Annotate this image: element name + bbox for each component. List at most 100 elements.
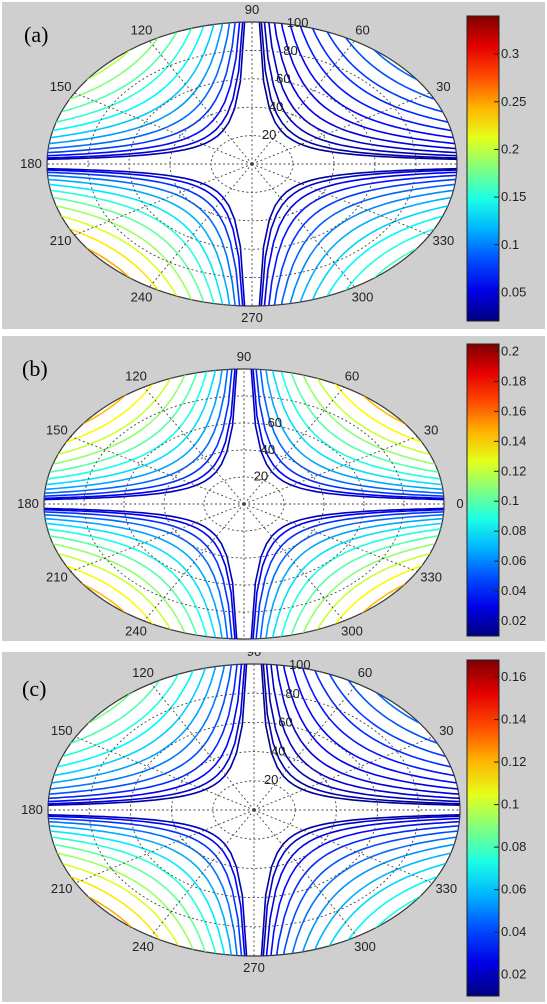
angle-tick-label: 240 bbox=[131, 289, 153, 304]
contour-line bbox=[249, 507, 444, 639]
radial-tick-label: 80 bbox=[285, 686, 299, 701]
contour-line bbox=[44, 515, 226, 639]
radial-grid-ring bbox=[129, 721, 379, 899]
contour-line bbox=[262, 369, 444, 493]
contour-line bbox=[44, 543, 186, 639]
contour-line bbox=[48, 816, 245, 956]
contour-line bbox=[48, 852, 194, 956]
colorbar-tick-label: 0.14 bbox=[501, 712, 526, 727]
radial-tick-label: 20 bbox=[254, 468, 268, 483]
colorbar-tick-label: 0.14 bbox=[501, 433, 526, 448]
contour-line bbox=[370, 369, 444, 419]
contour-line bbox=[257, 512, 444, 639]
contour-line bbox=[44, 369, 226, 493]
contour-line bbox=[47, 176, 234, 306]
panel-label: (b) bbox=[22, 356, 48, 381]
contour-line bbox=[44, 369, 235, 498]
angle-tick-label: 210 bbox=[46, 570, 68, 585]
radial-tick-label: 80 bbox=[283, 43, 297, 58]
contour-line bbox=[44, 369, 239, 501]
contour-line bbox=[48, 664, 241, 801]
panel-b: 9060300330300270240210180150120204060(b)… bbox=[2, 336, 545, 641]
contour-line bbox=[253, 510, 444, 639]
angular-grid-spoke bbox=[243, 436, 418, 505]
angle-tick-label: 240 bbox=[125, 623, 147, 638]
contour-line bbox=[276, 22, 457, 148]
angle-tick-label: 60 bbox=[358, 665, 372, 680]
colorbar-tick-label: 0.06 bbox=[501, 882, 526, 897]
colorbar-tick-label: 0.12 bbox=[501, 754, 526, 769]
contour-line bbox=[48, 827, 230, 956]
angle-tick-label: 120 bbox=[125, 369, 147, 384]
contour-line bbox=[267, 369, 444, 489]
panel-label: (a) bbox=[24, 22, 48, 47]
contour-line bbox=[272, 664, 460, 798]
contour-line bbox=[261, 170, 457, 306]
angular-grid-spoke bbox=[251, 92, 430, 165]
contour-line bbox=[44, 510, 235, 639]
radial-tick-label: 60 bbox=[268, 415, 282, 430]
contour-line bbox=[326, 664, 460, 760]
panel-c: 9060300330300270240210180150120204060801… bbox=[2, 652, 545, 1002]
contour-line bbox=[278, 664, 460, 793]
colorbar-tick-label: 0.04 bbox=[501, 924, 526, 939]
contour-line bbox=[314, 852, 460, 956]
contour-line bbox=[44, 507, 239, 639]
contour-line bbox=[47, 22, 192, 123]
angular-grid-spoke bbox=[70, 436, 245, 505]
contour-line bbox=[47, 22, 247, 161]
angle-tick-label: 210 bbox=[51, 881, 73, 896]
angle-tick-label: 0 bbox=[456, 496, 463, 511]
contour-line bbox=[270, 176, 457, 306]
radial-tick-label: 20 bbox=[264, 772, 278, 787]
colorbar-tick-label: 0.12 bbox=[501, 463, 526, 478]
radial-grid-ring bbox=[88, 692, 420, 928]
contour-line bbox=[44, 369, 186, 465]
radial-tick-label: 60 bbox=[276, 71, 290, 86]
contour-line bbox=[48, 664, 182, 760]
contour-line bbox=[257, 167, 457, 306]
contour-line bbox=[261, 22, 457, 158]
contour-line bbox=[267, 519, 444, 639]
colorbar-tick-label: 0.18 bbox=[501, 373, 526, 388]
contour-line bbox=[47, 22, 234, 152]
angle-tick-label: 180 bbox=[17, 496, 39, 511]
contour-line bbox=[263, 816, 460, 956]
contour-line bbox=[323, 213, 457, 306]
contour-line bbox=[48, 664, 248, 806]
contour-line bbox=[44, 600, 101, 639]
contour-line bbox=[47, 167, 247, 306]
angle-tick-label: 270 bbox=[241, 310, 263, 325]
polar-plot-a: 9060300330300270240210180150120204060801… bbox=[20, 2, 526, 325]
angle-tick-label: 90 bbox=[237, 349, 251, 364]
angle-tick-label: 330 bbox=[433, 233, 455, 248]
colorbar-tick-label: 0.1 bbox=[501, 797, 519, 812]
angular-grid-spoke bbox=[150, 809, 255, 937]
contour-line bbox=[270, 22, 457, 152]
angular-grid-spoke bbox=[74, 92, 253, 165]
colorbar-tick-label: 0.02 bbox=[501, 967, 526, 982]
angle-tick-label: 240 bbox=[132, 939, 154, 954]
panel-label: (c) bbox=[22, 676, 46, 701]
angular-grid-spoke bbox=[243, 503, 345, 622]
colorbar bbox=[466, 15, 500, 322]
angular-grid-spoke bbox=[253, 736, 433, 811]
angular-grid-spoke bbox=[143, 503, 245, 622]
radial-tick-label: 60 bbox=[278, 715, 292, 730]
contour-line bbox=[257, 369, 444, 496]
polar-plot-c: 9060300330300270240210180150120204060801… bbox=[21, 652, 526, 997]
angle-tick-label: 90 bbox=[245, 2, 259, 17]
angle-tick-label: 180 bbox=[21, 802, 43, 817]
contour-line bbox=[48, 664, 245, 804]
radial-grid-ring bbox=[46, 21, 458, 307]
angle-tick-label: 270 bbox=[243, 960, 265, 975]
angular-grid-spoke bbox=[74, 163, 253, 236]
angle-tick-label: 300 bbox=[341, 623, 363, 638]
contour-line bbox=[47, 22, 246, 160]
contour-line bbox=[262, 515, 444, 639]
colorbar-tick-label: 0.06 bbox=[501, 553, 526, 568]
contour-line bbox=[44, 512, 231, 639]
angular-grid-spoke bbox=[251, 163, 430, 236]
angle-tick-label: 330 bbox=[420, 570, 442, 585]
angular-grid-spoke bbox=[243, 503, 418, 572]
